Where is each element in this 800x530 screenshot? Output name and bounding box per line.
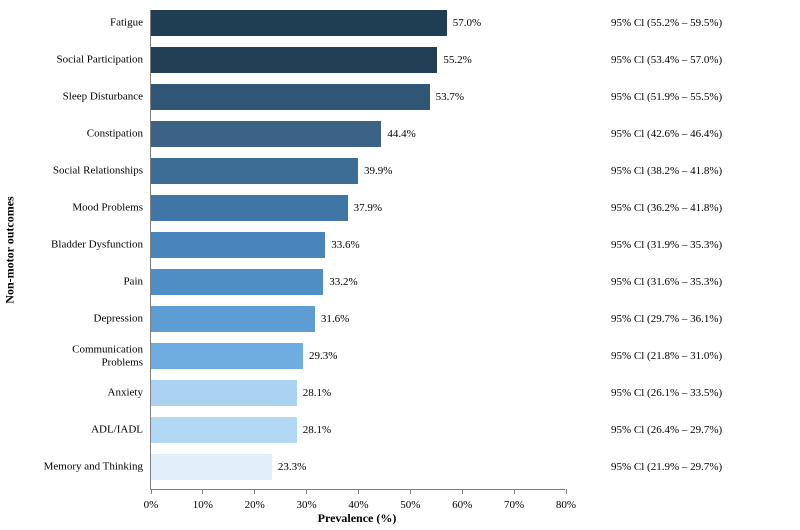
bar-value-label: 57.0% [453,17,481,29]
bar-row: Fatigue57.0%95% Cl (55.2% – 59.5%) [151,10,565,36]
bar [151,454,272,480]
category-label: Depression [16,313,151,326]
prevalence-chart: Non-motor outcomes Prevalence (%) 0%10%2… [0,0,800,530]
ci-label: 95% Cl (31.6% – 35.3%) [611,276,722,288]
x-tick [358,489,359,494]
category-label: Social Participation [16,54,151,67]
ci-label: 95% Cl (31.9% – 35.3%) [611,239,722,251]
bar-row: Sleep Disturbance53.7%95% Cl (51.9% – 55… [151,84,565,110]
bar-row: CommunicationProblems29.3%95% Cl (21.8% … [151,343,565,369]
category-label: ADL/IADL [16,424,151,437]
bar [151,417,297,443]
x-tick [151,489,152,494]
bar-value-label: 55.2% [443,54,471,66]
x-axis-title: Prevalence (%) [318,511,397,526]
bar-row: Constipation44.4%95% Cl (42.6% – 46.4%) [151,121,565,147]
x-tick [566,489,567,494]
bar-value-label: 28.1% [303,424,331,436]
x-tick-label: 10% [193,499,213,511]
x-tick [410,489,411,494]
bar-row: Bladder Dysfunction33.6%95% Cl (31.9% – … [151,232,565,258]
ci-label: 95% Cl (51.9% – 55.5%) [611,91,722,103]
x-tick [254,489,255,494]
x-tick [202,489,203,494]
category-label: CommunicationProblems [16,343,151,368]
x-tick [514,489,515,494]
x-tick-label: 60% [452,499,472,511]
bar [151,47,437,73]
category-label: Sleep Disturbance [16,91,151,104]
bar-value-label: 53.7% [436,91,464,103]
bar [151,121,381,147]
bar [151,232,325,258]
bar-row: Depression31.6%95% Cl (29.7% – 36.1%) [151,306,565,332]
plot-area: 0%10%20%30%40%50%60%70%80%Fatigue57.0%95… [150,10,565,490]
bar [151,380,297,406]
ci-label: 95% Cl (42.6% – 46.4%) [611,128,722,140]
ci-label: 95% Cl (29.7% – 36.1%) [611,313,722,325]
category-label: Social Relationships [16,165,151,178]
bar [151,84,430,110]
category-label: Constipation [16,128,151,141]
bar [151,195,348,221]
x-tick [462,489,463,494]
bar [151,343,303,369]
bar-row: Memory and Thinking23.3%95% Cl (21.9% – … [151,454,565,480]
x-tick [306,489,307,494]
bar-row: ADL/IADL28.1%95% Cl (26.4% – 29.7%) [151,417,565,443]
bar-value-label: 28.1% [303,387,331,399]
x-tick-label: 0% [144,499,159,511]
category-label: Fatigue [16,17,151,30]
ci-label: 95% Cl (55.2% – 59.5%) [611,17,722,29]
ci-label: 95% Cl (21.8% – 31.0%) [611,350,722,362]
bar-value-label: 44.4% [387,128,415,140]
bar-value-label: 23.3% [278,461,306,473]
bar [151,10,447,36]
bar-row: Mood Problems37.9%95% Cl (36.2% – 41.8%) [151,195,565,221]
bar-value-label: 31.6% [321,313,349,325]
bar-value-label: 39.9% [364,165,392,177]
bar-row: Social Relationships39.9%95% Cl (38.2% –… [151,158,565,184]
bar [151,269,323,295]
category-label: Mood Problems [16,202,151,215]
bar [151,306,315,332]
ci-label: 95% Cl (36.2% – 41.8%) [611,202,722,214]
x-tick-label: 50% [400,499,420,511]
bar-row: Social Participation55.2%95% Cl (53.4% –… [151,47,565,73]
x-tick-label: 40% [348,499,368,511]
x-tick-label: 70% [504,499,524,511]
bar-value-label: 37.9% [354,202,382,214]
category-label: Memory and Thinking [16,461,151,474]
x-tick-label: 30% [297,499,317,511]
ci-label: 95% Cl (21.9% – 29.7%) [611,461,722,473]
ci-label: 95% Cl (38.2% – 41.8%) [611,165,722,177]
bar-value-label: 29.3% [309,350,337,362]
category-label: Pain [16,276,151,289]
ci-label: 95% Cl (53.4% – 57.0%) [611,54,722,66]
category-label: Anxiety [16,387,151,400]
ci-label: 95% Cl (26.1% – 33.5%) [611,387,722,399]
bar-value-label: 33.2% [329,276,357,288]
category-label: Bladder Dysfunction [16,239,151,252]
bar-row: Pain33.2%95% Cl (31.6% – 35.3%) [151,269,565,295]
bar-row: Anxiety28.1%95% Cl (26.1% – 33.5%) [151,380,565,406]
x-tick-label: 80% [556,499,576,511]
x-tick-label: 20% [245,499,265,511]
bar [151,158,358,184]
bar-value-label: 33.6% [331,239,359,251]
ci-label: 95% Cl (26.4% – 29.7%) [611,424,722,436]
